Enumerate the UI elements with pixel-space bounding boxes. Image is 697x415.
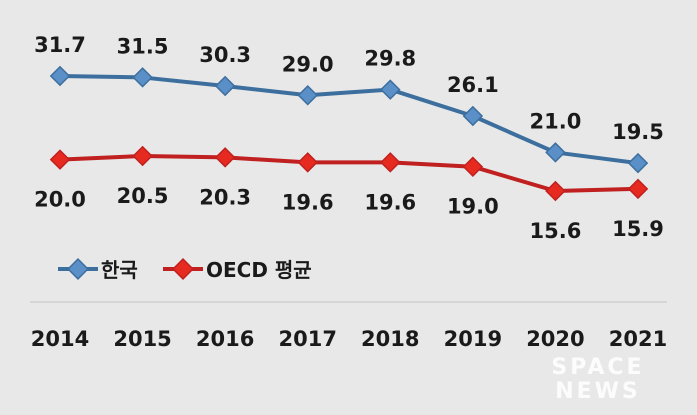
watermark-line2: NEWS <box>555 379 641 404</box>
data-label-korea: 29.8 <box>364 47 416 71</box>
data-point-oecd <box>214 147 236 168</box>
legend-item-oecd: OECD 평균 <box>163 258 312 282</box>
data-point-oecd <box>49 149 71 170</box>
data-label-oecd: 15.6 <box>530 219 582 243</box>
data-point-oecd <box>297 152 318 173</box>
data-point-oecd <box>132 145 153 167</box>
data-point-korea <box>214 75 236 97</box>
data-point-korea <box>380 79 401 100</box>
data-label-oecd: 20.0 <box>34 188 86 212</box>
x-tick-label: 2016 <box>196 327 254 351</box>
data-label-korea: 19.5 <box>612 120 664 144</box>
series-line-oecd <box>59 154 639 193</box>
watermark-line1: SPACE <box>551 355 644 380</box>
data-label-oecd: 20.5 <box>117 184 169 208</box>
legend-label-oecd: OECD 평균 <box>206 258 312 282</box>
data-point-korea <box>462 105 484 127</box>
data-label-korea: 26.1 <box>447 73 499 97</box>
data-label-korea: 31.7 <box>34 33 86 57</box>
data-point-korea <box>545 142 566 163</box>
data-point-korea <box>132 67 153 88</box>
data-labels: 31.7 31.5 30.3 29.0 29.8 26.1 21.0 19.5 20.0 20.5… <box>34 33 664 243</box>
x-tick-label: 2014 <box>31 327 89 351</box>
data-label-oecd: 19.0 <box>447 195 499 219</box>
x-tick-label: 2015 <box>113 327 171 351</box>
data-point-oecd <box>380 152 401 173</box>
x-tick-label: 2018 <box>361 327 419 351</box>
data-point-korea <box>297 85 318 106</box>
x-tick-label: 2017 <box>278 327 336 351</box>
data-point-korea <box>49 65 71 87</box>
data-label-korea: 30.3 <box>199 43 251 67</box>
data-point-oecd <box>627 178 649 200</box>
data-label-oecd: 19.6 <box>282 190 334 214</box>
series-line-korea <box>59 74 639 166</box>
data-point-oecd <box>545 180 566 202</box>
watermark: SPACE NEWS <box>551 355 644 404</box>
data-label-oecd: 15.9 <box>612 217 664 241</box>
x-tick-label: 2021 <box>609 327 667 351</box>
legend: 한국 OECD 평균 <box>58 258 312 282</box>
legend-label-korea: 한국 <box>101 258 138 282</box>
data-label-korea: 31.5 <box>117 34 169 58</box>
data-label-oecd: 19.6 <box>364 190 416 214</box>
legend-marker-korea <box>67 258 89 280</box>
data-point-korea <box>627 152 649 174</box>
data-label-korea: 29.0 <box>282 52 334 76</box>
x-tick-label: 2020 <box>526 327 584 351</box>
data-label-oecd: 20.3 <box>199 185 251 209</box>
legend-item-korea: 한국 <box>58 258 138 282</box>
x-axis-ticks: 2014 2015 2016 2017 2018 2019 2020 2021 <box>31 327 667 351</box>
legend-marker-oecd <box>172 258 194 280</box>
x-tick-label: 2019 <box>444 327 502 351</box>
series-layer <box>49 65 649 202</box>
data-label-korea: 21.0 <box>530 109 582 133</box>
data-point-oecd <box>462 156 484 177</box>
